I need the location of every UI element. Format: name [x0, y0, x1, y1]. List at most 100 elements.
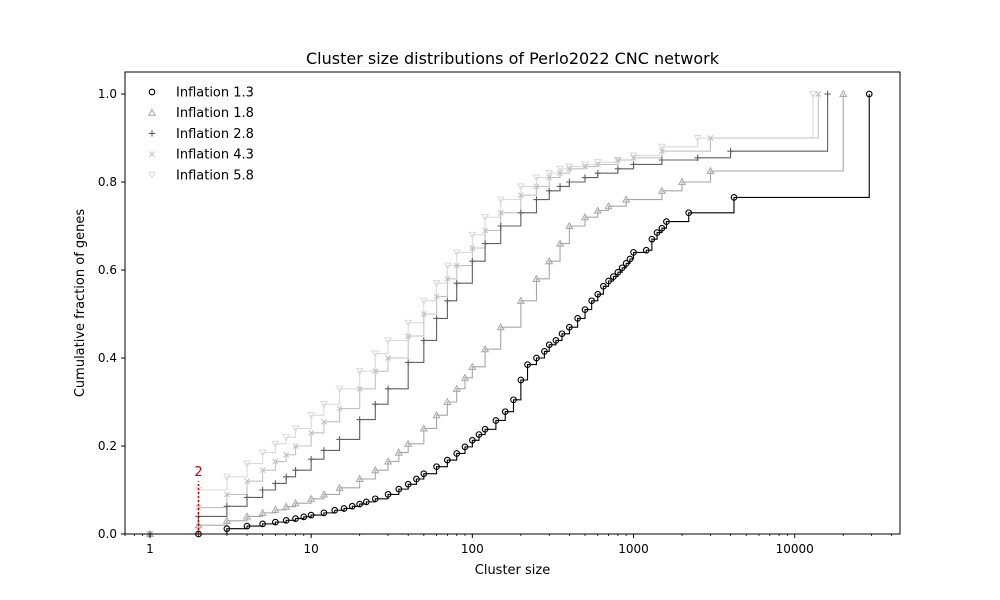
data-point — [223, 503, 231, 510]
data-point — [292, 467, 299, 474]
data-point — [194, 520, 203, 529]
data-point — [419, 424, 428, 432]
data-point — [272, 480, 279, 487]
data-point — [727, 148, 734, 155]
data-point — [706, 166, 715, 175]
legend-marker — [149, 151, 155, 158]
data-point — [839, 89, 848, 98]
data-point — [307, 494, 316, 502]
data-point — [443, 397, 452, 406]
data-point — [331, 506, 339, 514]
x-tick-label: 10000 — [776, 542, 814, 556]
data-point — [622, 195, 631, 203]
data-point — [468, 436, 476, 444]
data-point — [242, 512, 252, 520]
legend-label: Inflation 1.3 — [176, 86, 254, 101]
data-point — [594, 170, 601, 177]
data-point — [453, 450, 461, 457]
data-point — [556, 183, 564, 190]
data-point — [384, 491, 392, 498]
data-point — [453, 262, 460, 269]
data-point — [468, 362, 477, 370]
data-point — [259, 520, 266, 528]
data-point — [685, 209, 693, 217]
series-line — [198, 94, 870, 535]
data-point — [244, 478, 250, 485]
data-point — [533, 354, 540, 362]
data-point — [545, 341, 553, 349]
data-point — [610, 273, 617, 280]
data-point — [283, 451, 290, 458]
data-point — [492, 417, 500, 424]
data-point — [384, 385, 392, 392]
data-point — [469, 245, 476, 251]
data-point — [308, 429, 315, 436]
data-point — [532, 174, 541, 182]
plot-area: 2 — [145, 89, 873, 539]
data-point — [371, 465, 380, 474]
data-point — [658, 156, 666, 164]
legend-label: Inflation 5.8 — [176, 168, 254, 183]
data-point — [356, 500, 364, 508]
x-axis-label: Cluster size — [475, 563, 550, 578]
data-point — [517, 192, 524, 199]
data-point — [614, 268, 622, 276]
data-point — [291, 425, 300, 433]
data-point — [663, 218, 670, 225]
annotation-label: 2 — [194, 465, 202, 480]
x-tick-label: 100 — [461, 542, 484, 556]
legend-label: Inflation 4.3 — [176, 148, 254, 163]
data-point — [604, 201, 613, 210]
data-point — [443, 262, 452, 270]
data-point — [291, 498, 300, 507]
data-point — [600, 282, 607, 290]
data-point — [433, 315, 440, 322]
data-point — [642, 246, 650, 254]
data-point — [384, 337, 393, 345]
data-point — [496, 196, 505, 204]
series-line — [149, 94, 844, 535]
data-point — [404, 480, 412, 488]
data-point — [384, 457, 393, 465]
data-point — [694, 154, 701, 161]
data-point — [292, 443, 299, 449]
y-tick-label: 0.8 — [98, 175, 117, 189]
data-point — [469, 258, 476, 265]
data-point — [614, 157, 621, 163]
data-point — [468, 231, 477, 240]
series-line — [149, 94, 819, 535]
data-point — [481, 425, 489, 433]
data-point — [460, 373, 470, 381]
data-point — [355, 368, 364, 376]
y-tick-label: 0.0 — [98, 527, 117, 541]
data-point — [348, 502, 356, 510]
legend: Inflation 1.3 Inflation 1.8 Inflation 2.8 I… — [147, 86, 254, 183]
data-point — [581, 306, 589, 313]
data-point — [588, 297, 596, 305]
data-point — [865, 90, 873, 98]
data-point — [497, 209, 504, 216]
data-point — [222, 473, 231, 482]
data-point — [307, 456, 315, 463]
data-point — [481, 214, 490, 222]
data-point — [658, 148, 665, 155]
data-point — [648, 235, 656, 243]
data-point — [566, 323, 573, 331]
y-tick-label: 0.2 — [98, 439, 117, 453]
data-point — [605, 277, 612, 285]
data-point — [433, 293, 440, 300]
data-point — [223, 525, 231, 533]
legend-entry: Inflation 1.8 — [147, 106, 254, 121]
data-point — [282, 473, 290, 480]
data-point — [657, 186, 666, 194]
legend-label: Inflation 2.8 — [176, 127, 254, 142]
data-point — [516, 183, 525, 191]
legend-entry: Inflation 1.3 — [148, 86, 254, 101]
data-point — [340, 505, 348, 512]
data-point — [545, 256, 554, 265]
data-point — [335, 483, 344, 491]
data-point — [496, 322, 505, 331]
data-point — [259, 467, 266, 474]
data-point — [271, 440, 280, 449]
